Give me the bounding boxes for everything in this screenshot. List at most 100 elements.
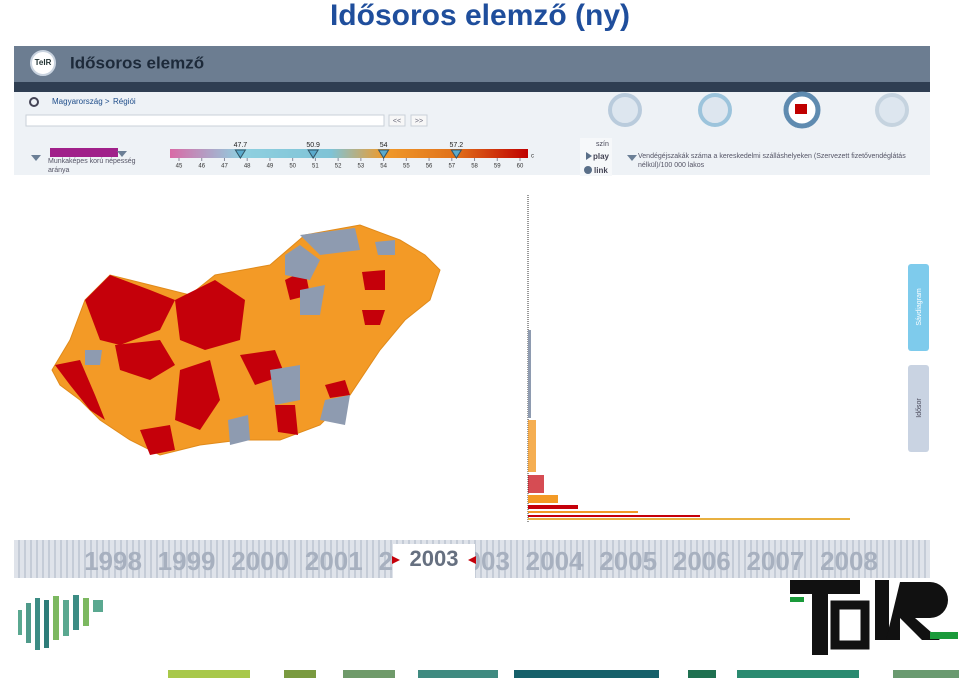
bar[interactable] <box>528 495 558 503</box>
map-region[interactable] <box>175 280 245 350</box>
legend-swatch <box>50 148 118 157</box>
slide-title: Idősoros elemző (ny) <box>330 0 630 32</box>
map-region[interactable] <box>375 240 395 255</box>
map-region[interactable] <box>362 270 385 290</box>
year-arrow <box>392 556 400 564</box>
map-region[interactable] <box>228 415 250 445</box>
side-tab-label: Idősor <box>916 398 923 418</box>
bar-chart <box>527 195 850 522</box>
side-tab[interactable] <box>908 365 929 452</box>
scale-tick-label: 47 <box>221 164 228 170</box>
map-region[interactable] <box>275 405 298 435</box>
map-region[interactable] <box>285 245 320 280</box>
scale-tick-label: 53 <box>358 164 365 170</box>
scale-tick-label: 58 <box>471 164 478 170</box>
bar[interactable] <box>528 511 638 513</box>
year-label[interactable]: 2007 <box>746 546 804 576</box>
scale-tick-label: 55 <box>403 164 410 170</box>
scale: 45 46 47 48 49 50 51 52 53 54 55 56 57 58 59 60 47.7 50.9… <box>176 142 524 170</box>
year-label[interactable]: 2001 <box>305 546 363 576</box>
scale-marker-label: 57.2 <box>450 142 464 149</box>
scale-marker[interactable] <box>450 149 463 159</box>
indicator-label: Vendégéjszakák száma a kereskedelmi szál… <box>638 153 906 169</box>
left-logo <box>18 595 103 650</box>
scale-tick-label: 52 <box>335 164 342 170</box>
scale-marker[interactable] <box>377 149 390 159</box>
play-icon[interactable] <box>586 152 592 160</box>
bar[interactable] <box>528 518 850 520</box>
legend-label: Munkaképes korú népesség aránya <box>48 158 136 174</box>
map-region[interactable] <box>270 365 300 405</box>
map-region[interactable] <box>85 275 175 345</box>
year-label[interactable]: 1998 <box>84 546 142 576</box>
scale-marker-label: 50.9 <box>306 142 320 149</box>
teir-logo <box>790 580 958 655</box>
side-tab[interactable] <box>908 264 929 351</box>
link-icon[interactable] <box>584 166 592 174</box>
footer-stripes <box>168 670 959 678</box>
map-region[interactable] <box>325 380 350 398</box>
scale-marker[interactable] <box>307 149 320 159</box>
search-input[interactable] <box>25 114 385 127</box>
dropdown-arrow[interactable] <box>627 155 637 161</box>
dropdown-arrow[interactable] <box>117 151 127 157</box>
map-region[interactable] <box>140 425 175 455</box>
view-icons <box>608 91 909 129</box>
breadcrumb[interactable]: Magyarország > <box>52 97 110 106</box>
nav-button-label: << <box>393 118 401 125</box>
scale-tick-label: 51 <box>312 164 319 170</box>
year-label[interactable]: 2005 <box>599 546 657 576</box>
scale-bar <box>170 149 528 158</box>
year-selector[interactable] <box>393 544 475 578</box>
scale-marker-label: 54 <box>380 142 388 149</box>
indicator-box: Vendégéjszakák száma a kereskedelmi szál… <box>638 153 906 169</box>
year-label[interactable]: 2004 <box>526 546 584 576</box>
bar[interactable] <box>528 515 700 517</box>
nav-button-label: >> <box>415 118 423 125</box>
scale-tick-label: 50 <box>289 164 296 170</box>
scale-tick-label: 59 <box>494 164 501 170</box>
scale-tick-label: 60 <box>517 164 524 170</box>
scale-marker[interactable] <box>234 149 247 159</box>
scale-tick-label: 56 <box>426 164 433 170</box>
nav-button[interactable] <box>410 114 428 127</box>
control-label[interactable]: link <box>594 166 608 175</box>
scale-tick-label: 45 <box>176 164 183 170</box>
bar[interactable] <box>528 420 536 472</box>
year-label[interactable]: 2006 <box>673 546 731 576</box>
years: 1998199920002001200220032004200520062007… <box>84 544 878 578</box>
search-icon[interactable] <box>29 97 39 107</box>
app-logo <box>30 50 56 76</box>
app-header <box>14 46 930 82</box>
year-label[interactable]: 2008 <box>820 546 878 576</box>
map-region[interactable] <box>175 360 220 430</box>
control-label[interactable]: szín <box>596 141 609 148</box>
map-region[interactable] <box>85 350 102 365</box>
year-label[interactable]: 1999 <box>158 546 216 576</box>
bar[interactable] <box>528 330 531 418</box>
view-icon[interactable] <box>608 93 642 127</box>
side-tab-label: Sávdiagram <box>916 288 923 326</box>
view-icon[interactable] <box>875 93 909 127</box>
map-region[interactable] <box>300 228 360 255</box>
bar[interactable] <box>528 475 544 493</box>
scale-tick-label: 57 <box>448 164 455 170</box>
nav-button[interactable] <box>388 114 406 127</box>
legend-label-box: Munkaképes korú népesség aránya <box>48 158 136 174</box>
map-region[interactable] <box>362 310 385 325</box>
map-region[interactable] <box>115 340 175 380</box>
app-logo-text: TeIR <box>35 58 52 67</box>
breadcrumb[interactable]: Régiói <box>113 97 136 106</box>
control-label[interactable]: play <box>593 152 610 161</box>
dropdown-arrow[interactable] <box>31 155 41 161</box>
map-region[interactable] <box>320 395 350 425</box>
view-icon[interactable] <box>698 93 732 127</box>
scale-tick-label: 49 <box>267 164 274 170</box>
map-region[interactable] <box>300 285 325 315</box>
map-region[interactable] <box>55 360 105 420</box>
year-label[interactable]: 2000 <box>231 546 289 576</box>
bar[interactable] <box>528 505 578 509</box>
scale-tick-label: 54 <box>380 164 387 170</box>
